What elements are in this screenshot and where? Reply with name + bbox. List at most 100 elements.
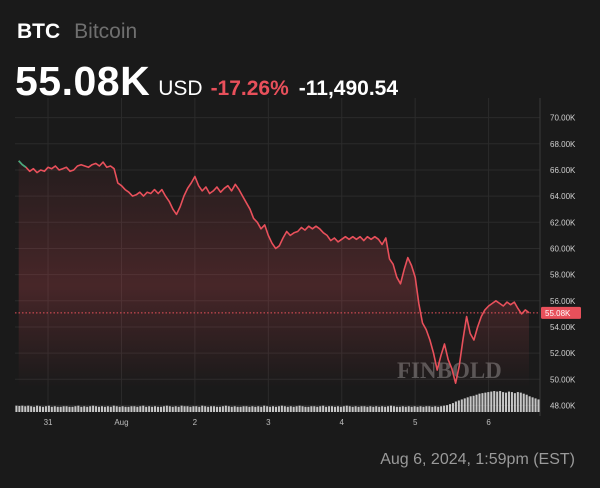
volume-bar bbox=[62, 406, 65, 412]
volume-bar bbox=[77, 405, 80, 412]
volume-bar bbox=[148, 406, 151, 412]
y-tick-label: 48.00K bbox=[550, 401, 576, 410]
volume-bar bbox=[103, 406, 106, 412]
volume-bar bbox=[215, 406, 219, 412]
volume-bar bbox=[18, 405, 21, 412]
current-price-tag-label: 55.08K bbox=[545, 309, 571, 318]
change-percent: -17.26% bbox=[210, 77, 289, 100]
volume-bar bbox=[145, 406, 148, 412]
volume-bar bbox=[269, 406, 272, 412]
volume-bar bbox=[392, 406, 395, 412]
volume-bar bbox=[316, 406, 319, 412]
volume-bar bbox=[168, 406, 171, 412]
volume-bar bbox=[272, 406, 275, 412]
volume-bar bbox=[207, 406, 210, 412]
current-price: 55.08K bbox=[15, 58, 151, 104]
volume-bar bbox=[446, 405, 449, 412]
volume-bar bbox=[413, 406, 416, 412]
volume-bar bbox=[277, 406, 280, 412]
volume-bar bbox=[510, 392, 513, 412]
volume-bar bbox=[336, 406, 339, 412]
volume-bar bbox=[295, 406, 298, 412]
volume-bar bbox=[180, 405, 183, 412]
volume-bar bbox=[159, 406, 162, 412]
volume-bar bbox=[92, 405, 95, 412]
volume-bar bbox=[419, 406, 422, 412]
volume-bar bbox=[33, 406, 36, 412]
volume-bar bbox=[298, 405, 301, 412]
volume-bar bbox=[100, 406, 103, 412]
volume-bar bbox=[201, 405, 204, 412]
volume-bar bbox=[451, 403, 454, 412]
volume-bar bbox=[457, 400, 460, 412]
volume-bar bbox=[328, 406, 331, 412]
asset-header: BTC Bitcoin bbox=[17, 20, 137, 44]
volume-bar bbox=[53, 406, 56, 412]
volume-bar bbox=[27, 405, 30, 412]
volume-bar bbox=[525, 394, 528, 412]
volume-bar bbox=[174, 406, 177, 412]
volume-bar bbox=[522, 393, 525, 412]
volume-bar bbox=[484, 392, 487, 412]
volume-bar bbox=[189, 406, 192, 412]
volume-bar bbox=[304, 406, 307, 412]
volume-bar bbox=[263, 405, 266, 412]
y-tick-label: 50.00K bbox=[550, 375, 576, 384]
volume-bar bbox=[36, 405, 39, 412]
volume-bar bbox=[354, 406, 357, 412]
volume-bar bbox=[112, 405, 115, 412]
volume-bar bbox=[254, 406, 257, 412]
volume-bar bbox=[322, 405, 325, 412]
volume-bar bbox=[221, 406, 224, 412]
volume-bar bbox=[401, 406, 404, 412]
asset-name: Bitcoin bbox=[74, 20, 138, 43]
volume-bar bbox=[186, 406, 189, 412]
volume-bar bbox=[502, 392, 505, 412]
price-area bbox=[18, 160, 529, 388]
volume-bar bbox=[292, 406, 295, 412]
volume-bar bbox=[366, 406, 369, 412]
volume-bar bbox=[460, 399, 463, 412]
x-tick-label: 31 bbox=[44, 418, 53, 427]
volume-bar bbox=[121, 406, 124, 412]
volume-bar bbox=[118, 406, 121, 412]
volume-bar bbox=[71, 406, 74, 412]
volume-bar bbox=[307, 406, 310, 412]
volume-bar bbox=[204, 406, 207, 412]
volume-bar bbox=[384, 406, 387, 412]
volume-bar bbox=[513, 393, 516, 412]
volume-bar bbox=[481, 393, 484, 412]
volume-bar bbox=[127, 406, 130, 412]
volume-bar bbox=[407, 406, 410, 412]
volume-bar bbox=[289, 406, 292, 412]
volume-bar bbox=[41, 406, 44, 412]
volume-bar bbox=[280, 405, 283, 412]
volume-bar bbox=[378, 406, 381, 412]
volume-bar bbox=[210, 406, 213, 412]
volume-bar bbox=[177, 406, 180, 412]
volume-bar bbox=[519, 392, 522, 412]
change-absolute: -11,490.54 bbox=[298, 77, 399, 100]
volume-bar bbox=[86, 406, 89, 412]
volume-bar bbox=[375, 406, 378, 412]
volume-bar bbox=[47, 405, 50, 412]
volume-bar bbox=[333, 406, 336, 412]
currency-label: USD bbox=[158, 77, 203, 100]
volume-bar bbox=[257, 406, 260, 412]
x-tick-label: 4 bbox=[340, 418, 345, 427]
volume-bar bbox=[218, 406, 221, 412]
volume-bar bbox=[38, 406, 42, 412]
volume-bar bbox=[142, 405, 145, 412]
volume-bar bbox=[95, 406, 98, 412]
volume-bar bbox=[351, 406, 354, 412]
volume-bar bbox=[192, 406, 195, 412]
volume-bar bbox=[165, 405, 168, 412]
volume-bar bbox=[162, 406, 165, 412]
volume-bar bbox=[89, 406, 92, 412]
volume-bar bbox=[454, 401, 457, 412]
volume-bar bbox=[260, 406, 263, 412]
volume-bar bbox=[224, 405, 227, 412]
y-tick-label: 70.00K bbox=[550, 114, 576, 123]
volume-bar bbox=[416, 406, 419, 412]
